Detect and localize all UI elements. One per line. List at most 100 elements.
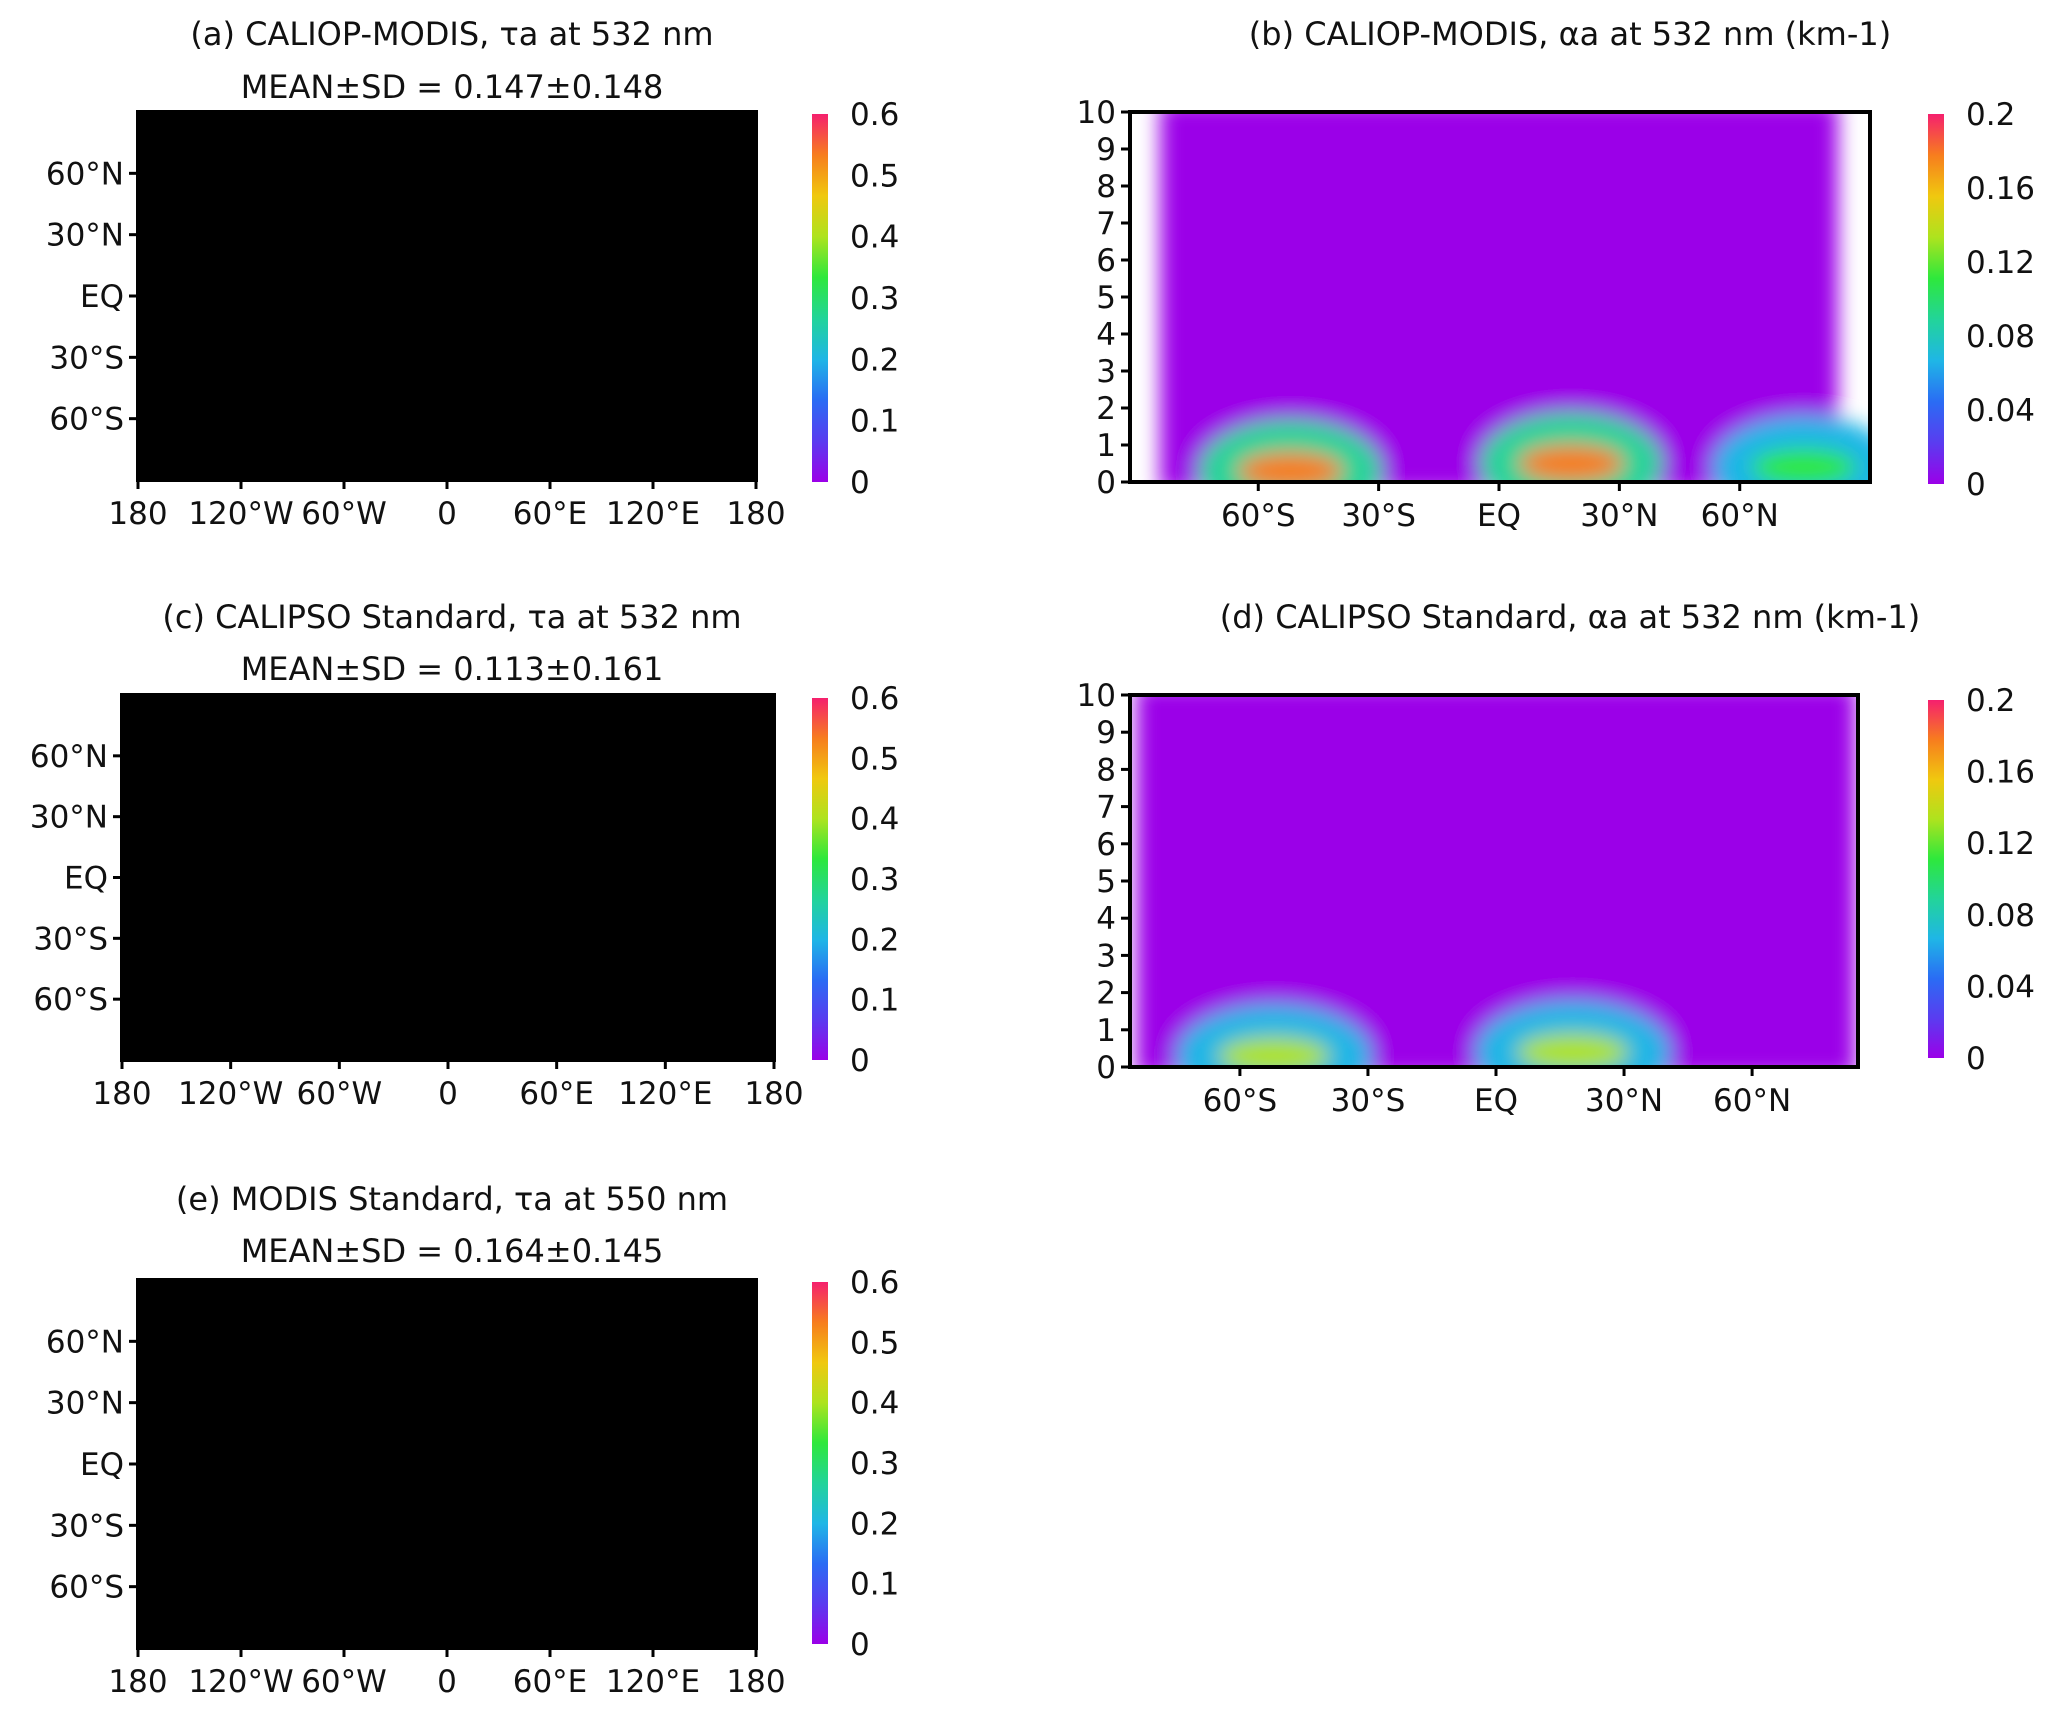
colorbar-ramp bbox=[1928, 114, 1944, 484]
panel-c-title: (c) CALIPSO Standard, τa at 532 nm bbox=[162, 598, 741, 636]
x-tick-label: 30°S bbox=[1341, 498, 1416, 534]
panel-b-x-ticks: 60°S 30°S EQ 30°N 60°N bbox=[1221, 482, 1779, 534]
colorbar-tick-label: 0.08 bbox=[1966, 898, 2035, 934]
panel-c-y-ticks: 60°N 30°N EQ 30°S 60°S bbox=[30, 739, 122, 1018]
colorbar-tick-label: 0 bbox=[1966, 467, 1986, 503]
x-tick-label: EQ bbox=[1474, 1083, 1518, 1119]
x-tick-label: 180 bbox=[744, 1076, 803, 1112]
panel-a-subtitle: MEAN±SD = 0.147±0.148 bbox=[241, 68, 664, 106]
y-tick-label: 4 bbox=[1096, 317, 1116, 353]
colorbar-tick-label: 0 bbox=[850, 1043, 870, 1079]
x-tick-label: 180 bbox=[92, 1076, 151, 1112]
y-tick-label: 30°S bbox=[49, 340, 124, 376]
panel-a: (a) CALIOP-MODIS, τa at 532 nm MEAN±SD =… bbox=[46, 15, 899, 532]
x-tick-label: 0 bbox=[438, 1076, 458, 1112]
colorbar-tick-label: 0.6 bbox=[850, 97, 899, 133]
x-tick-label: 180 bbox=[108, 1664, 167, 1700]
colorbar-tick-label: 0.6 bbox=[850, 681, 899, 717]
colorbar-tick-label: 0.12 bbox=[1966, 826, 2035, 862]
y-tick-label: 60°S bbox=[49, 402, 124, 438]
colorbar-tick-label: 0.5 bbox=[850, 158, 899, 194]
x-tick-label: 30°S bbox=[1331, 1083, 1406, 1119]
y-tick-label: 60°N bbox=[46, 156, 124, 192]
x-tick-label: 60°E bbox=[519, 1076, 594, 1112]
y-tick-label: 7 bbox=[1096, 206, 1116, 242]
colorbar-tick-label: 0.4 bbox=[850, 802, 899, 838]
y-tick-label: EQ bbox=[80, 279, 124, 315]
colorbar-tick-label: 0.16 bbox=[1966, 171, 2035, 207]
x-tick-label: 30°N bbox=[1580, 498, 1658, 534]
x-tick-label: 120°E bbox=[606, 496, 700, 532]
y-tick-label: 60°N bbox=[46, 1324, 124, 1360]
colorbar-tick-label: 0.2 bbox=[850, 1506, 899, 1542]
x-tick-label: 0 bbox=[437, 1664, 457, 1700]
x-tick-label: 60°W bbox=[297, 1076, 383, 1112]
y-tick-label: 5 bbox=[1096, 280, 1116, 316]
colorbar-tick-label: 0.1 bbox=[850, 983, 899, 1019]
colorbar-tick-label: 0.04 bbox=[1966, 393, 2035, 429]
colorbar-tick-label: 0.3 bbox=[850, 1446, 899, 1482]
panel-e-subtitle: MEAN±SD = 0.164±0.145 bbox=[241, 1232, 664, 1270]
y-tick-label: 4 bbox=[1096, 901, 1116, 937]
x-tick-label: EQ bbox=[1477, 498, 1521, 534]
panel-c-subtitle: MEAN±SD = 0.113±0.161 bbox=[241, 650, 664, 688]
x-tick-label: 180 bbox=[726, 496, 785, 532]
y-tick-label: 3 bbox=[1096, 354, 1116, 390]
panel-e-title: (e) MODIS Standard, τa at 550 nm bbox=[176, 1180, 728, 1218]
y-tick-label: 0 bbox=[1096, 465, 1116, 501]
panel-a-title: (a) CALIOP-MODIS, τa at 532 nm bbox=[190, 15, 713, 53]
colorbar-ramp bbox=[812, 698, 828, 1060]
y-tick-label: 30°N bbox=[46, 218, 124, 254]
y-tick-label: EQ bbox=[80, 1447, 124, 1483]
panel-e: (e) MODIS Standard, τa at 550 nm MEAN±SD… bbox=[46, 1180, 899, 1700]
y-tick-label: 9 bbox=[1096, 132, 1116, 168]
x-tick-label: 60°E bbox=[513, 1664, 588, 1700]
x-tick-label: 120°W bbox=[188, 496, 293, 532]
peak-core bbox=[1516, 1033, 1629, 1067]
peak-core bbox=[1518, 445, 1624, 482]
y-tick-label: 60°S bbox=[49, 1570, 124, 1606]
panel-c: (c) CALIPSO Standard, τa at 532 nm MEAN±… bbox=[30, 598, 899, 1112]
panel-d: (d) CALIPSO Standard, αa at 532 nm (km-1… bbox=[1077, 598, 2035, 1119]
colorbar-tick-label: 0 bbox=[1966, 1041, 1986, 1077]
colorbar-tick-label: 0 bbox=[850, 465, 870, 501]
x-tick-label: 180 bbox=[108, 496, 167, 532]
panel-a-x-ticks: 180 120°W 60°W 0 60°E 120°E 180 bbox=[108, 480, 786, 532]
colorbar-ramp bbox=[812, 114, 828, 482]
y-tick-label: 60°N bbox=[30, 739, 108, 775]
y-tick-label: 30°N bbox=[30, 800, 108, 836]
x-tick-label: 60°E bbox=[513, 496, 588, 532]
x-tick-label: 180 bbox=[726, 1664, 785, 1700]
colorbar-tick-label: 0.4 bbox=[850, 220, 899, 256]
y-tick-label: 7 bbox=[1096, 790, 1116, 826]
colorbar-tick-label: 0.2 bbox=[1966, 683, 2015, 719]
panel-a-colorbar: 0.6 0.5 0.4 0.3 0.2 0.1 0 bbox=[812, 97, 899, 501]
colorbar-tick-label: 0.5 bbox=[850, 741, 899, 777]
x-tick-label: 120°E bbox=[618, 1076, 712, 1112]
peak-core bbox=[1237, 452, 1343, 482]
y-tick-label: 10 bbox=[1077, 678, 1116, 714]
colorbar-tick-label: 0.1 bbox=[850, 1567, 899, 1603]
x-tick-label: 120°W bbox=[178, 1076, 283, 1112]
y-tick-label: EQ bbox=[64, 861, 108, 897]
panel-d-x-ticks: 60°S 30°S EQ 30°N 60°N bbox=[1203, 1067, 1791, 1119]
panel-a-y-ticks: 60°N 30°N EQ 30°S 60°S bbox=[46, 156, 138, 438]
y-tick-label: 30°N bbox=[46, 1386, 124, 1422]
colorbar-tick-label: 0.1 bbox=[850, 404, 899, 440]
x-tick-label: 0 bbox=[437, 496, 457, 532]
panel-b-title: (b) CALIOP-MODIS, αa at 532 nm (km-1) bbox=[1249, 15, 1891, 53]
peak-core bbox=[1751, 448, 1857, 482]
panel-b: (b) CALIOP-MODIS, αa at 532 nm (km-1) 60… bbox=[1077, 15, 2035, 534]
panel-e-colorbar: 0.6 0.5 0.4 0.3 0.2 0.1 0 bbox=[812, 1265, 899, 1663]
colorbar-tick-label: 0.4 bbox=[850, 1386, 899, 1422]
y-tick-label: 5 bbox=[1096, 864, 1116, 900]
panel-e-y-ticks: 60°N 30°N EQ 30°S 60°S bbox=[46, 1324, 138, 1606]
x-tick-label: 60°W bbox=[301, 496, 387, 532]
colorbar-tick-label: 0.5 bbox=[850, 1325, 899, 1361]
x-tick-label: 60°S bbox=[1221, 498, 1296, 534]
panel-b-heatmap bbox=[1160, 112, 1870, 482]
panel-c-colorbar: 0.6 0.5 0.4 0.3 0.2 0.1 0 bbox=[812, 681, 899, 1079]
peak-core bbox=[1218, 1037, 1331, 1067]
